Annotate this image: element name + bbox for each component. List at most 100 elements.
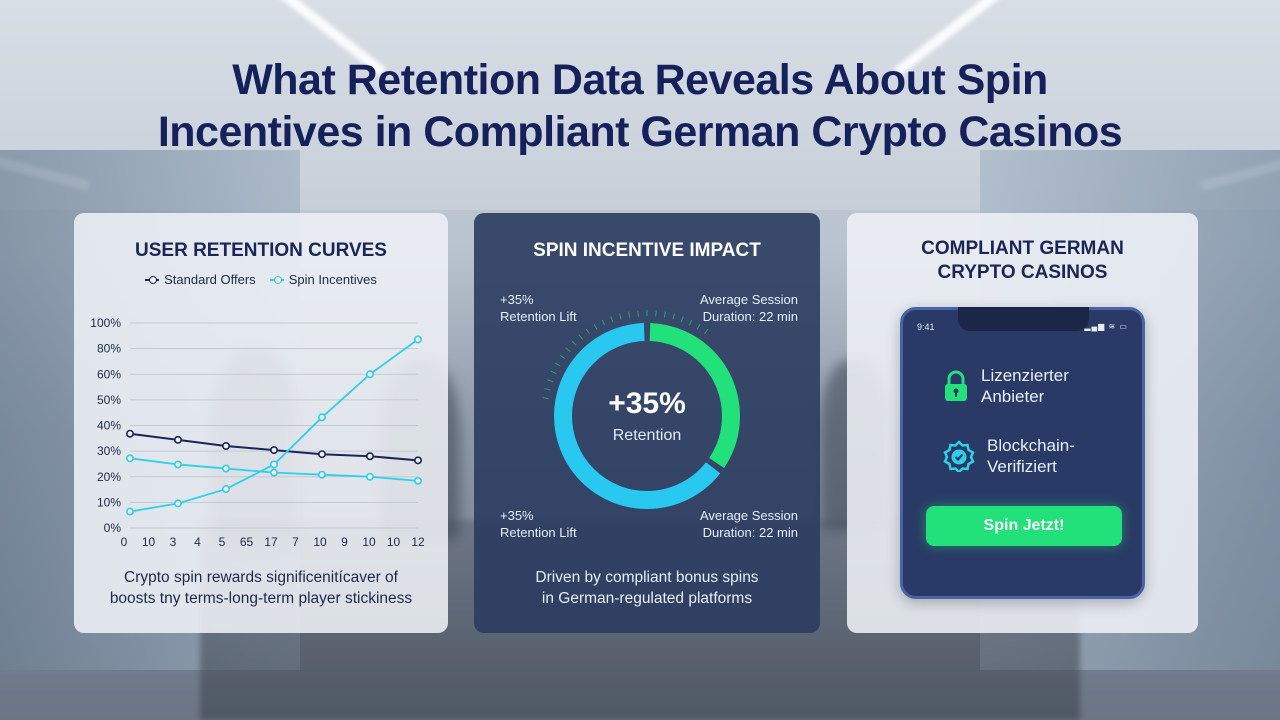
- data-point: [318, 470, 327, 479]
- caption-line: boosts tny terms-long-term player sticki…: [109, 590, 413, 607]
- tick-mark: [601, 319, 606, 326]
- phone-mockup: 9:41 ▂▄▆ ≋ ▭ Lizenzierter Anbieter Block…: [900, 307, 1145, 599]
- stat-value: +35%: [500, 292, 534, 307]
- data-point: [222, 464, 231, 473]
- tick-mark: [571, 340, 577, 346]
- feature-label-line: Lizenzierter: [981, 366, 1069, 385]
- tick-mark: [628, 311, 631, 318]
- title-line-1: What Retention Data Reveals About Spin: [232, 56, 1048, 104]
- data-point: [174, 460, 183, 469]
- data-point: [365, 472, 374, 481]
- panel-heading: USER RETENTION CURVES: [135, 240, 387, 261]
- spin-now-button[interactable]: Spin Jetzt!: [926, 506, 1122, 546]
- tick-mark: [585, 328, 591, 335]
- tick-mark: [559, 354, 566, 360]
- stat-label: Retention Lift: [500, 309, 577, 324]
- retention-donut-chart: [542, 310, 740, 509]
- page-title: What Retention Data Reveals About Spin I…: [0, 54, 1280, 158]
- data-point: [365, 370, 374, 379]
- legend-item-spin-incentives: Spin Incentives: [269, 272, 377, 287]
- tick-mark: [655, 310, 657, 317]
- tick-mark: [672, 313, 675, 320]
- stat-value: +35%: [500, 508, 534, 523]
- legend-item-standard-offers: Standard Offers: [145, 272, 256, 287]
- verified-badge-icon: [943, 440, 975, 472]
- feature-label-line: Anbieter: [981, 387, 1045, 406]
- data-point: [365, 452, 374, 461]
- phone-notch: [958, 307, 1089, 331]
- tick-mark: [680, 316, 684, 323]
- tick-mark: [637, 310, 639, 317]
- data-point: [125, 454, 134, 463]
- title-line-2: Incentives in Compliant German Crypto Ca…: [157, 108, 1123, 156]
- tick-mark: [578, 334, 584, 340]
- donut-value: +35%: [608, 387, 686, 420]
- data-point: [125, 429, 134, 438]
- x-tick-label: 17: [264, 535, 278, 549]
- y-tick-label: 50%: [97, 393, 121, 407]
- x-tick-label: 10: [142, 535, 156, 549]
- feature-label: Blockchain- Verifiziert: [987, 435, 1075, 477]
- data-point: [222, 442, 231, 451]
- stat-session-duration: Average Session Duration: 22 min: [700, 291, 798, 325]
- y-tick-label: 10%: [97, 495, 121, 509]
- stat-retention-lift: +35% Retention Lift: [500, 291, 577, 325]
- heading-line: CRYPTO CASINOS: [937, 262, 1108, 283]
- retention-curves-panel: USER RETENTION CURVES Standard Offers Sp…: [74, 213, 448, 633]
- x-tick-label: 0: [121, 535, 128, 549]
- data-point: [318, 450, 327, 459]
- stat-label: Average Session: [699, 292, 798, 307]
- feature-label-line: Verifiziert: [987, 457, 1057, 476]
- stat-session-duration: Average Session Duration: 22 min: [700, 507, 798, 541]
- data-point: [413, 456, 422, 465]
- data-point: [413, 476, 422, 485]
- data-point: [125, 507, 134, 516]
- x-tick-label: 4: [194, 535, 201, 549]
- tick-mark: [544, 388, 551, 391]
- panel-heading: COMPLIANT GERMAN CRYPTO CASINOS: [847, 237, 1198, 285]
- heading-line: COMPLIANT GERMAN: [921, 238, 1124, 259]
- y-tick-label: 0%: [104, 521, 122, 535]
- tick-mark: [542, 397, 549, 400]
- caption-line: Crypto spin rewards significenitícaver o…: [124, 569, 398, 586]
- data-point: [174, 435, 183, 444]
- legend-label: Spin Incentives: [288, 272, 377, 287]
- y-tick-label: 100%: [90, 316, 121, 330]
- tick-mark: [547, 379, 554, 383]
- tick-mark: [703, 328, 709, 335]
- legend-label: Standard Offers: [164, 272, 256, 287]
- donut-label: Retention: [612, 427, 682, 444]
- tick-mark: [663, 311, 666, 318]
- donut-segment-cyan: [554, 323, 740, 509]
- legend-swatch-icon: [269, 275, 284, 284]
- data-point: [174, 499, 183, 508]
- y-tick-label: 60%: [97, 367, 121, 381]
- impact-caption: Driven by compliant bonus spins in Germa…: [474, 567, 820, 609]
- feature-label: Lizenzierter Anbieter: [981, 365, 1069, 407]
- stat-value: Duration: 22 min: [702, 309, 798, 324]
- chart-caption: Crypto spin rewards significenitícaver o…: [74, 567, 448, 609]
- chart-legend: Standard Offers Spin Incentives: [74, 272, 448, 287]
- spin-impact-panel: SPIN INCENTIVE IMPACT +35% Retention Lif…: [474, 213, 820, 633]
- tick-mark: [688, 319, 693, 326]
- x-tick-label: 10: [387, 535, 401, 549]
- stat-retention-lift: +35% Retention Lift: [500, 507, 577, 541]
- feature-licensed-provider: Lizenzierter Anbieter: [943, 365, 1069, 407]
- phone-time: 9:41: [917, 322, 935, 332]
- data-point: [270, 468, 279, 477]
- x-tick-label: 10: [313, 535, 327, 549]
- retention-line-chart: 0% 10% 20% 30% 40% 50% 60% 80% 100% 0 10 3 4 5 65 17 7 10…: [90, 316, 425, 549]
- phone-status-icons: ▂▄▆ ≋ ▭: [1084, 322, 1128, 331]
- x-tick-label: 9: [341, 535, 348, 549]
- caption-line: Driven by compliant bonus spins: [535, 569, 759, 586]
- x-tick-label: 3: [170, 535, 177, 549]
- y-tick-label: 30%: [97, 444, 121, 458]
- y-tick-label: 80%: [97, 342, 121, 356]
- x-tick-label: 10: [362, 535, 376, 549]
- data-point: [413, 335, 422, 344]
- y-tick-label: 20%: [97, 470, 121, 484]
- y-tick-label: 40%: [97, 419, 121, 433]
- data-point: [318, 413, 327, 422]
- data-point: [270, 446, 279, 455]
- stat-label: Average Session: [699, 508, 798, 523]
